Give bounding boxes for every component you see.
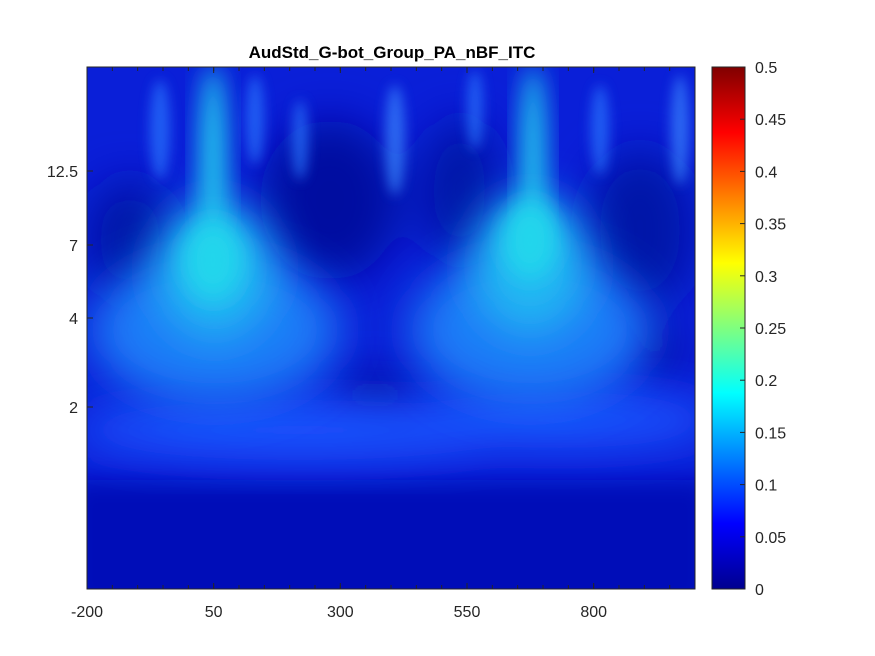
y-tick-label: 2 [69, 400, 78, 417]
heatmap-low-band [87, 480, 695, 589]
heatmap-peak-right [410, 67, 650, 405]
colorbar: 0 0.05 0.1 0.15 0.2 0.25 0.3 0.35 0.4 0.45 0.5 [711, 60, 786, 599]
colorbar-tick-label: 0.05 [755, 530, 786, 547]
x-axis: -200 50 300 550 800 [71, 67, 671, 621]
colorbar-tick-label: 0 [755, 582, 764, 599]
y-axis: 2 4 7 12.5 [47, 164, 93, 417]
colorbar-tick-label: 0.1 [755, 478, 777, 495]
colorbar-tick-label: 0.15 [755, 425, 786, 442]
colorbar-tick-label: 0.35 [755, 217, 786, 234]
colorbar-gradient [712, 67, 745, 589]
heatmap-plot [87, 67, 695, 589]
colorbar-tick-label: 0.5 [755, 60, 777, 77]
heatmap-peak-left [90, 67, 340, 405]
heatmap-mid-band [87, 392, 695, 460]
x-tick-label: 50 [205, 604, 223, 621]
colorbar-tick-label: 0.25 [755, 321, 786, 338]
x-tick-label: -200 [71, 604, 103, 621]
y-tick-label: 7 [69, 238, 78, 255]
x-tick-label: 800 [580, 604, 607, 621]
colorbar-tick-label: 0.3 [755, 269, 777, 286]
colorbar-tick-label: 0.2 [755, 373, 777, 390]
chart-title: AudStd_G-bot_Group_PA_nBF_ITC [249, 43, 536, 62]
x-tick-label: 300 [327, 604, 354, 621]
y-tick-label: 4 [69, 311, 78, 328]
colorbar-tick-label: 0.45 [755, 112, 786, 129]
x-tick-label: 550 [454, 604, 481, 621]
heatmap-streaks [150, 70, 689, 195]
y-tick-label: 12.5 [47, 164, 78, 181]
colorbar-ticks: 0 0.05 0.1 0.15 0.2 0.25 0.3 0.35 0.4 0.45 0.5 [740, 60, 786, 599]
colorbar-tick-label: 0.4 [755, 164, 777, 181]
